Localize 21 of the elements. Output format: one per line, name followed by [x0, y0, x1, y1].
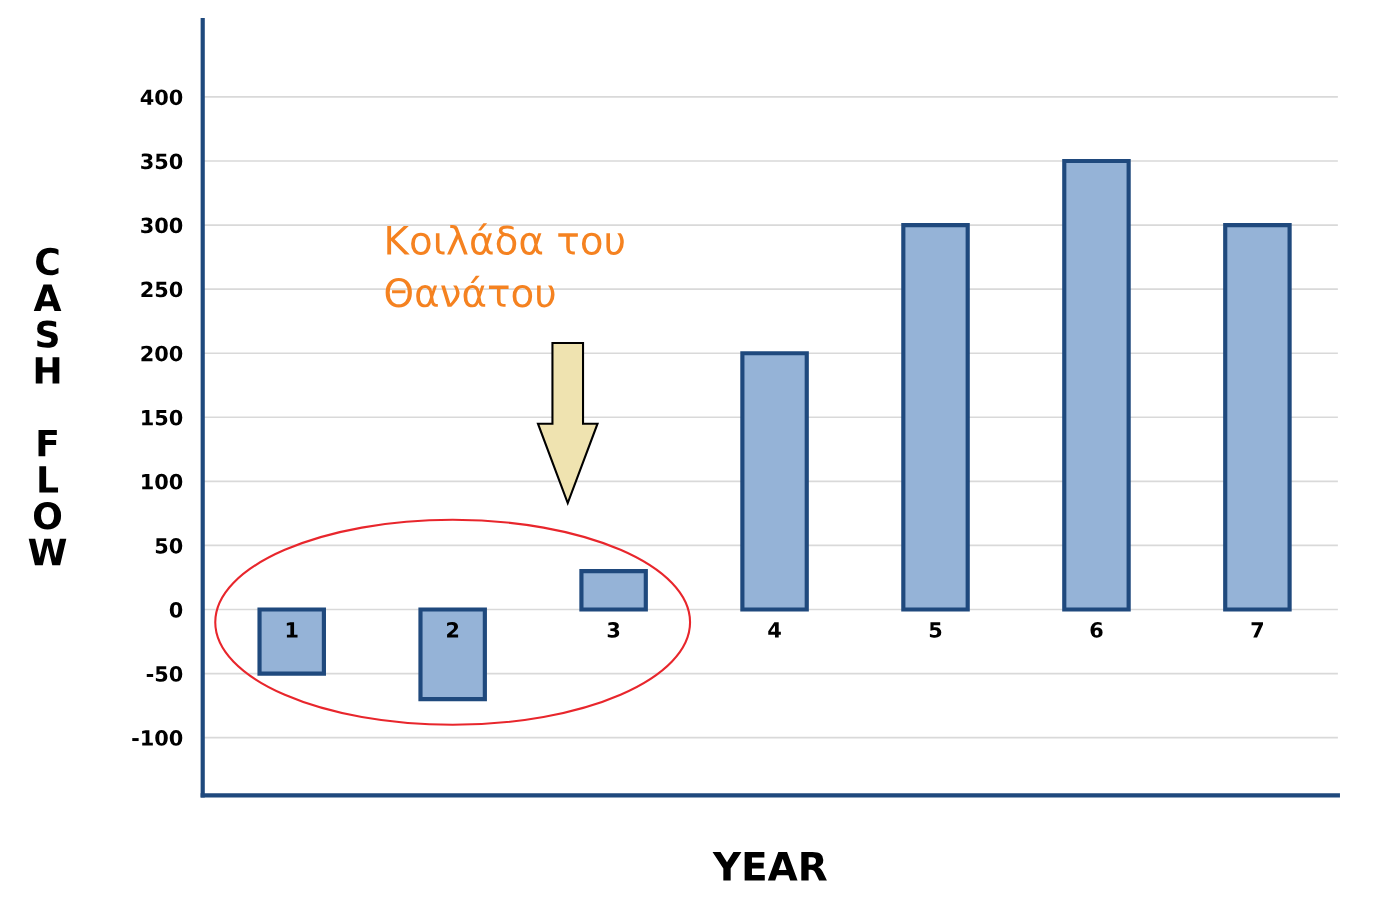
text: CASH FLOW	[28, 247, 67, 566]
y-tick-label: 350	[141, 153, 183, 170]
x-tick-label: 2	[447, 622, 459, 638]
y-tick-label: 250	[141, 281, 183, 298]
x-tick-label: 1	[286, 622, 298, 638]
y-tick-label: -50	[146, 666, 183, 682]
y-tick-label: 300	[141, 217, 183, 234]
annotation: Κοιλάδα του Θανάτου	[385, 223, 624, 308]
y-tick-label: 50	[155, 537, 183, 554]
y-tick-label: 400	[140, 89, 183, 106]
x-tick-label: 7	[1251, 622, 1263, 638]
x-tick-label: 4	[768, 622, 781, 638]
x-tick-label: 6	[1090, 622, 1103, 638]
y-tick-label: -100	[132, 730, 183, 746]
y-tick-label: 100	[142, 473, 183, 490]
x-tick-label: 5	[929, 622, 942, 638]
y-tick-label: 150	[142, 409, 183, 426]
x-tick-label: 3	[607, 622, 620, 638]
x-axis-title: YEAR	[712, 852, 827, 881]
y-tick-label: 200	[141, 345, 183, 362]
y-tick-label: 0	[169, 601, 183, 618]
